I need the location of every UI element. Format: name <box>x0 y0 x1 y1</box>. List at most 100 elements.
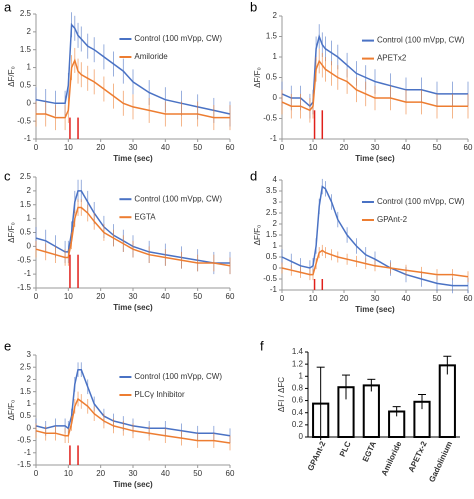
x-tick-label: 0 <box>280 294 285 303</box>
x-axis-label: Time (sec) <box>113 303 153 312</box>
x-tick-label: APETx-2 <box>407 439 429 473</box>
y-tick-label: 1.5 <box>20 200 32 209</box>
y-tick-label: 1.5 <box>20 387 32 396</box>
y-tick-label: -0.5 <box>17 116 31 125</box>
x-tick-label: 40 <box>161 292 170 301</box>
x-tick-label: 0 <box>34 292 39 301</box>
y-tick-label: 1 <box>27 63 32 72</box>
x-tick-label: 60 <box>464 294 473 303</box>
x-tick-label: 20 <box>340 143 349 152</box>
y-tick-label: 1.5 <box>20 45 32 54</box>
legend-label: Control (100 mVpp, CW) <box>134 194 222 203</box>
panel-label: e <box>4 338 11 353</box>
y-tick-label: -1 <box>24 134 32 143</box>
y-axis-label: ΔF/F₀ <box>7 66 16 87</box>
x-tick-label: 40 <box>161 143 170 152</box>
x-tick-label: 60 <box>226 143 235 152</box>
y-tick-label: 0.5 <box>266 73 278 82</box>
y-tick-label: 1 <box>273 52 278 61</box>
x-tick-label: 30 <box>371 143 380 152</box>
y-tick-label: 0 <box>27 423 32 432</box>
y-tick-label: 0.5 <box>266 252 278 261</box>
series-line <box>281 249 469 278</box>
y-tick-label: 3 <box>27 350 32 359</box>
x-axis-label: Time (sec) <box>355 305 395 314</box>
series-line <box>36 58 230 119</box>
x-tick-label: 50 <box>433 143 442 152</box>
x-tick-label: 10 <box>309 143 318 152</box>
x-tick-label: 0 <box>34 143 39 152</box>
x-axis-label: Time (sec) <box>355 154 395 163</box>
x-tick-label: 40 <box>402 294 411 303</box>
y-tick-label: 1.5 <box>266 32 278 41</box>
series-line <box>281 33 468 108</box>
x-tick-label: 40 <box>161 469 170 478</box>
y-tick-label: 0.5 <box>20 81 32 90</box>
panel-label: d <box>250 168 257 183</box>
y-tick-label: 2.5 <box>20 9 32 18</box>
x-tick-label: 50 <box>193 292 202 301</box>
y-axis-label: ΔF/F₀ <box>253 225 262 246</box>
series-line <box>35 22 231 115</box>
y-tick-label: 2.5 <box>20 362 32 371</box>
x-tick-label: GPAnt-2 <box>306 439 328 472</box>
bar <box>362 384 380 438</box>
legend-label: PLCγ Inhibitor <box>134 390 185 399</box>
y-tick-label: 1 <box>27 399 32 408</box>
y-tick-label: 2 <box>27 375 32 384</box>
y-tick-label: -0.5 <box>17 436 31 445</box>
y-axis-label: ΔFI / ΔFC <box>277 377 286 412</box>
y-tick-label: 0 <box>273 263 278 272</box>
x-tick-label: 10 <box>64 292 73 301</box>
x-tick-label: Amiloride <box>380 439 404 477</box>
series-line <box>281 185 468 287</box>
x-tick-label: 30 <box>129 143 138 152</box>
y-tick-label: 1.5 <box>266 230 278 239</box>
legend-label: EGTA <box>134 212 156 221</box>
x-tick-label: 50 <box>193 469 202 478</box>
y-tick-label: 4 <box>273 175 278 184</box>
y-tick-label: -0.5 <box>263 274 277 283</box>
y-tick-label: 1 <box>27 214 32 223</box>
y-tick-label: 1.2 <box>292 359 304 368</box>
series-line <box>35 206 231 267</box>
x-axis-label: Time (sec) <box>113 154 153 163</box>
y-tick-label: 3.5 <box>266 186 278 195</box>
panel-label: c <box>4 168 11 183</box>
y-tick-label: 2.5 <box>266 208 278 217</box>
y-tick-label: 1 <box>273 241 278 250</box>
x-tick-label: 30 <box>371 294 380 303</box>
x-tick-label: 0 <box>34 469 39 478</box>
panel-label: b <box>250 0 257 14</box>
legend-label: Amiloride <box>134 52 168 61</box>
y-tick-label: 0.6 <box>292 396 304 405</box>
series-line <box>35 368 231 437</box>
y-tick-label: -1 <box>24 448 32 457</box>
y-tick-label: 2 <box>27 27 32 36</box>
legend-label: GPAnt-2 <box>377 215 408 224</box>
x-tick-label: 60 <box>226 469 235 478</box>
legend-label: Control (100 mVpp, CW) <box>377 36 465 45</box>
y-tick-label: 0.2 <box>292 420 304 429</box>
y-tick-label: -1.5 <box>17 283 31 292</box>
y-axis-label: ΔF/F₀ <box>7 400 16 421</box>
y-tick-label: -1.5 <box>17 460 31 469</box>
x-tick-label: EGTA <box>361 440 378 464</box>
x-tick-label: 60 <box>226 292 235 301</box>
x-tick-label: 10 <box>64 469 73 478</box>
y-tick-label: -1 <box>270 285 278 294</box>
series-line <box>35 397 231 444</box>
y-tick-label: 2 <box>273 11 278 20</box>
x-tick-label: 50 <box>433 294 442 303</box>
x-tick-label: 30 <box>129 292 138 301</box>
y-axis-label: ΔF/F₀ <box>253 67 262 88</box>
x-tick-label: 20 <box>96 469 105 478</box>
x-axis-label: Time (sec) <box>113 480 153 489</box>
panel-label: a <box>4 0 12 14</box>
series-line <box>281 59 468 112</box>
legend-label: Control (100 mVpp, CW) <box>134 372 222 381</box>
y-tick-label: 0.8 <box>292 384 304 393</box>
y-axis-label: ΔF/F₀ <box>7 222 16 243</box>
